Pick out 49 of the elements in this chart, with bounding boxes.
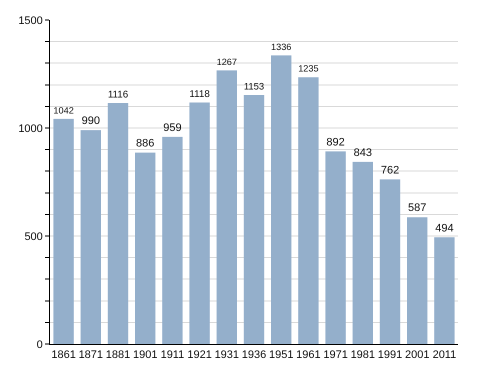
y-tick-label: 0 xyxy=(36,338,43,351)
x-tick-label: 2011 xyxy=(432,349,456,362)
y-tick-label: 1500 xyxy=(18,14,43,27)
bar xyxy=(244,94,264,344)
data-label: 494 xyxy=(435,222,454,234)
data-label: 892 xyxy=(326,136,345,148)
x-tick-label: 1911 xyxy=(160,349,184,362)
bar xyxy=(407,217,428,344)
bar xyxy=(352,162,373,344)
x-tick-label: 1921 xyxy=(187,349,212,362)
bar xyxy=(162,136,183,344)
bar xyxy=(325,151,346,344)
bar xyxy=(271,55,292,344)
x-tick-label: 1936 xyxy=(242,349,266,362)
data-label: 886 xyxy=(136,138,154,150)
bar xyxy=(189,102,210,344)
bar xyxy=(108,102,128,344)
x-tick-label: 1961 xyxy=(296,349,321,362)
data-label: 1153 xyxy=(244,81,264,92)
data-label: 843 xyxy=(354,146,372,159)
bar xyxy=(380,179,400,344)
data-label: 587 xyxy=(408,202,426,214)
x-tick-label: 1981 xyxy=(350,349,376,362)
data-label: 1235 xyxy=(298,64,319,74)
y-tick-label: 1000 xyxy=(18,122,43,135)
x-tick-label: 1861 xyxy=(51,349,76,362)
x-tick-label: 1931 xyxy=(214,349,240,362)
y-tick-label: 500 xyxy=(24,230,43,243)
bar xyxy=(298,77,319,344)
data-label: 959 xyxy=(163,122,182,134)
bar xyxy=(135,152,156,344)
bar xyxy=(53,118,74,344)
x-tick-label: 1881 xyxy=(106,349,130,362)
x-tick-label: 2001 xyxy=(404,349,430,362)
x-tick-label: 1901 xyxy=(132,349,158,362)
data-label: 1116 xyxy=(108,89,129,100)
data-label: 1042 xyxy=(53,105,74,116)
data-label: 762 xyxy=(380,164,400,176)
bar xyxy=(434,237,455,344)
data-label: 1267 xyxy=(216,56,237,67)
data-label: 1118 xyxy=(189,88,210,100)
bar xyxy=(216,70,237,344)
bar xyxy=(80,130,101,344)
x-tick-label: 1971 xyxy=(323,349,348,362)
x-tick-label: 1871 xyxy=(78,349,104,362)
x-tick-label: 1951 xyxy=(268,349,294,362)
data-label: 990 xyxy=(82,115,100,128)
x-tick-label: 1991 xyxy=(378,349,402,362)
data-label: 1336 xyxy=(271,42,292,52)
